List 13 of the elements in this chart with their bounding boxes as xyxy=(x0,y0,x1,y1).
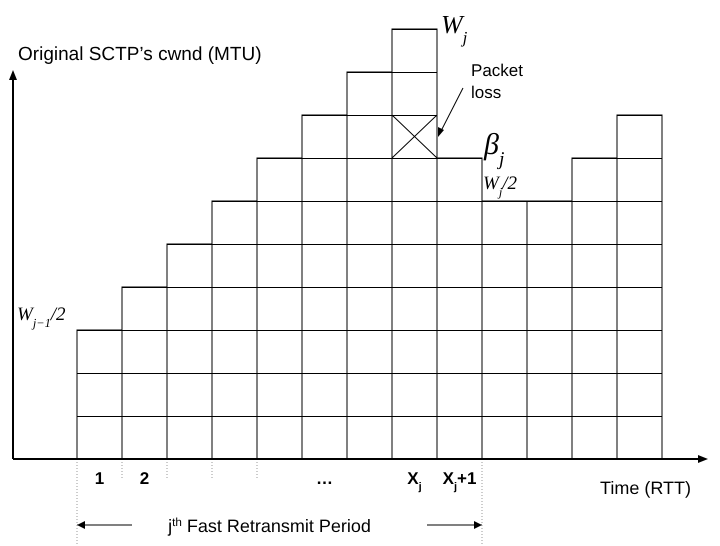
x-tick-label: 1 xyxy=(94,469,104,488)
x-tick-label: X$_{j}$+1 xyxy=(442,469,476,493)
y-axis-title: Original SCTP’s cwnd (MTU) xyxy=(18,44,262,65)
x-tick-label: X$_{j}$ xyxy=(407,469,422,493)
annotation: W$_{j}$/2 xyxy=(483,173,518,199)
x-tick-label: 2 xyxy=(140,469,150,488)
annotation: Packet loss xyxy=(471,61,524,102)
x-axis-title: Time (RTT) xyxy=(600,478,691,498)
text: j$^{th}$ Fast Retransmit Period xyxy=(167,516,371,536)
annotation: β$_{j}$ xyxy=(483,128,504,170)
annotation: W$_{j−1}$/2 xyxy=(17,304,66,330)
annotation: W$_{j}$ xyxy=(441,10,468,46)
x-tick-label: … xyxy=(316,469,333,488)
